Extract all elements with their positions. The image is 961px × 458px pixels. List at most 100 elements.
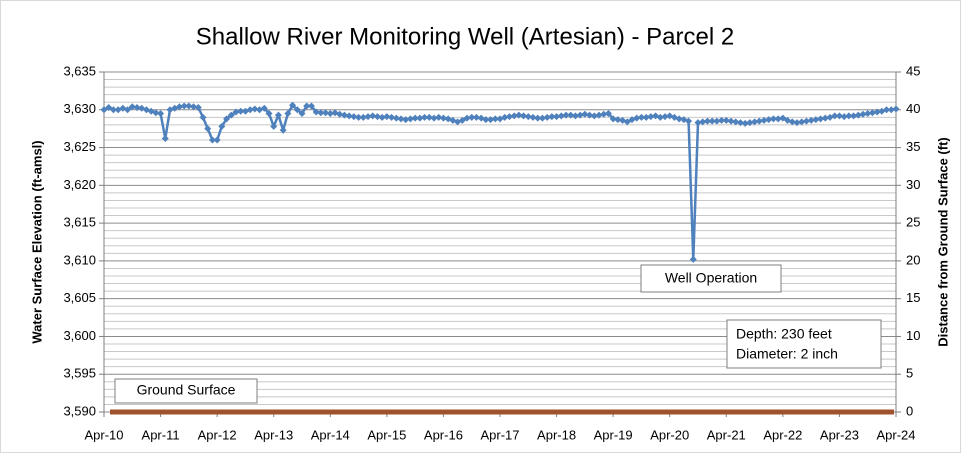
data-point xyxy=(284,110,292,118)
data-point xyxy=(364,113,372,121)
data-point xyxy=(194,104,202,112)
data-point xyxy=(567,111,575,119)
data-point xyxy=(472,113,480,121)
data-point xyxy=(152,109,160,117)
data-point xyxy=(369,112,377,120)
x-tick-label: Apr-17 xyxy=(480,427,519,442)
ground-label-box xyxy=(114,378,258,404)
data-point xyxy=(411,114,419,122)
data-point xyxy=(586,111,594,119)
data-point xyxy=(524,113,532,121)
data-point xyxy=(345,112,353,120)
data-point xyxy=(133,104,141,112)
data-point xyxy=(336,110,344,118)
data-point xyxy=(553,113,561,121)
data-point xyxy=(435,113,443,121)
data-point xyxy=(892,105,900,113)
data-point xyxy=(873,108,881,116)
data-point xyxy=(355,113,363,121)
data-point xyxy=(416,114,424,122)
data-point xyxy=(793,119,801,127)
data-point xyxy=(289,101,297,109)
y-tick-label: 3,615 xyxy=(63,215,96,230)
data-point xyxy=(534,114,542,122)
data-point xyxy=(312,108,320,116)
annotation-box xyxy=(640,264,782,293)
data-point xyxy=(430,114,438,122)
x-tick-label: Apr-18 xyxy=(537,427,576,442)
ground-label: Ground Surface xyxy=(137,382,236,398)
data-point xyxy=(812,116,820,124)
data-point xyxy=(260,104,268,112)
data-point xyxy=(218,122,226,130)
y2-tick-label: 0 xyxy=(906,403,913,418)
data-point xyxy=(727,117,735,125)
data-point xyxy=(769,115,777,123)
data-point xyxy=(689,255,697,263)
data-point xyxy=(208,136,216,144)
data-point xyxy=(510,112,518,120)
x-tick-label: Apr-24 xyxy=(876,427,915,442)
data-point xyxy=(505,113,513,121)
data-point xyxy=(647,113,655,121)
data-point xyxy=(463,114,471,122)
data-point xyxy=(656,113,664,121)
x-tick-label: Apr-20 xyxy=(650,427,689,442)
data-point xyxy=(515,111,523,119)
y-tick-label: 3,600 xyxy=(63,328,96,343)
data-point xyxy=(392,114,400,122)
data-point xyxy=(760,116,768,124)
x-tick-label: Apr-11 xyxy=(142,427,180,442)
data-point xyxy=(227,111,235,119)
y-tick-label: 3,620 xyxy=(63,177,96,192)
data-point xyxy=(124,106,132,114)
y2-tick-label: 30 xyxy=(906,177,920,192)
x-tick-label: Apr-15 xyxy=(367,427,406,442)
annotation: Well Operation xyxy=(665,270,757,286)
x-tick-label: Apr-14 xyxy=(311,427,350,442)
data-point xyxy=(175,103,183,111)
data-point xyxy=(204,125,212,133)
data-point xyxy=(788,118,796,126)
data-point xyxy=(859,110,867,118)
data-point xyxy=(642,113,650,121)
data-point xyxy=(298,110,306,118)
x-tick-label: Apr-16 xyxy=(424,427,463,442)
data-point xyxy=(675,115,683,123)
data-point xyxy=(317,109,325,117)
data-point xyxy=(340,111,348,119)
data-point xyxy=(265,110,273,118)
data-point xyxy=(223,115,231,123)
x-tick-label: Apr-23 xyxy=(820,427,859,442)
data-point xyxy=(840,113,848,121)
y2-tick-label: 40 xyxy=(906,101,920,116)
data-point xyxy=(237,107,245,115)
data-point xyxy=(755,117,763,125)
x-tick-label: Apr-10 xyxy=(84,427,123,442)
data-point xyxy=(831,112,839,120)
data-point xyxy=(685,117,693,125)
x-tick-label: Apr-21 xyxy=(707,427,746,442)
x-tick-label: Apr-12 xyxy=(198,427,237,442)
data-point xyxy=(694,119,702,127)
data-point xyxy=(501,113,509,121)
data-point xyxy=(491,115,499,123)
data-point xyxy=(854,111,862,119)
x-tick-label: Apr-13 xyxy=(254,427,293,442)
data-point xyxy=(199,113,207,121)
data-point xyxy=(303,102,311,110)
data-point xyxy=(538,114,546,122)
data-point xyxy=(425,113,433,121)
data-point xyxy=(581,110,589,118)
y2-tick-label: 35 xyxy=(906,139,920,154)
data-point xyxy=(817,115,825,123)
data-point xyxy=(887,106,895,114)
y-tick-label: 3,610 xyxy=(63,252,96,267)
data-point xyxy=(703,117,711,125)
y-tick-label: 3,590 xyxy=(63,403,96,418)
x-tick-label: Apr-19 xyxy=(594,427,633,442)
data-point xyxy=(661,113,669,121)
y2-tick-label: 45 xyxy=(906,63,920,78)
data-point xyxy=(190,103,198,111)
